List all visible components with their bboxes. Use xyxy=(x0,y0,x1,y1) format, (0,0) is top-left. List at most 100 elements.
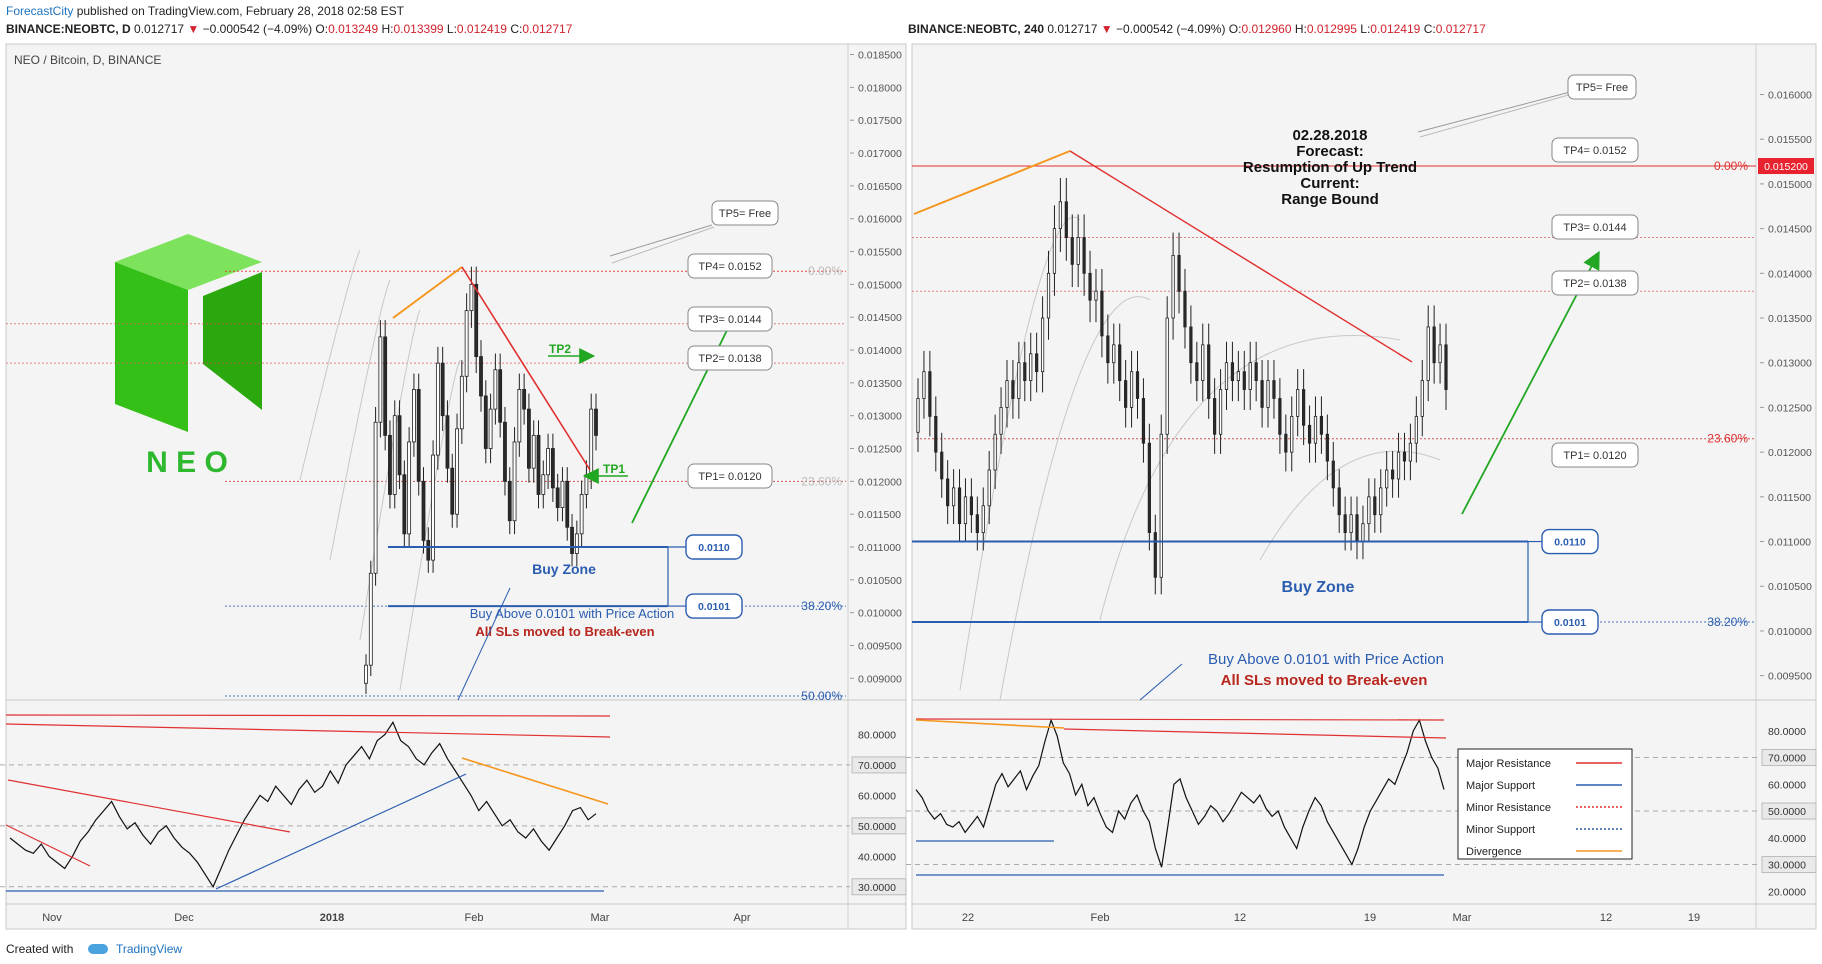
candle-body xyxy=(1058,201,1062,230)
o-label: O: xyxy=(315,22,329,36)
bollinger-band xyxy=(299,249,361,481)
candle-body xyxy=(963,496,968,525)
y-tick-label: 0.013500 xyxy=(858,378,902,390)
y-tick-label: 0.011500 xyxy=(858,509,901,521)
candle-body xyxy=(1343,514,1347,533)
tradingview-brand[interactable]: TradingView xyxy=(116,942,183,956)
x-tick-label: 19 xyxy=(1364,912,1376,924)
note-break-even: All SLs moved to Break-even xyxy=(1221,672,1428,689)
x-tick-label: 12 xyxy=(1600,912,1612,924)
h-label: H: xyxy=(381,22,394,36)
rsi-support xyxy=(215,773,467,890)
candle-body xyxy=(1284,433,1288,453)
candle-body xyxy=(445,415,450,469)
neo-logo-text: N E O xyxy=(146,446,228,479)
x-tick-label: Feb xyxy=(1091,912,1110,924)
candle-body xyxy=(957,487,962,525)
divergence-line xyxy=(392,266,463,319)
y-tick-label: 0.013000 xyxy=(1768,358,1812,370)
x-tick-label: 19 xyxy=(1688,912,1700,924)
y-tick-label: 0.013500 xyxy=(1768,313,1812,325)
candle-body xyxy=(512,441,517,522)
created-with: Created with xyxy=(6,942,74,956)
x-tick-label: 2018 xyxy=(320,912,344,924)
candle-body xyxy=(1165,317,1169,435)
x-tick-label: Dec xyxy=(174,912,194,924)
y-tick-label: 0.014500 xyxy=(858,312,902,324)
candle-body xyxy=(474,283,479,357)
fib-label: 23.60% xyxy=(1707,432,1748,446)
y-tick-label: 0.010000 xyxy=(858,608,902,620)
target-box xyxy=(711,200,779,226)
x-tick-label: Nov xyxy=(42,912,62,924)
right-rsi: 80.0000 70.0000 60.0000 50.0000 40.0000 30.00… xyxy=(906,718,1817,898)
target-arrow xyxy=(1461,250,1600,515)
fib-label: 0.00% xyxy=(808,264,842,278)
zone-price-box xyxy=(1541,609,1599,635)
author-link[interactable]: ForecastCity xyxy=(6,4,74,18)
rsi-tick-bg xyxy=(851,756,907,774)
rsi-tick-label: 30.0000 xyxy=(858,882,896,894)
candle-body xyxy=(1023,362,1027,381)
right-close: 0.012717 xyxy=(1435,22,1486,36)
candle-body xyxy=(469,283,474,312)
zone-price-box xyxy=(685,534,743,560)
tradingview-cloud-icon xyxy=(88,944,108,954)
candle-body xyxy=(1207,344,1211,399)
c-label: C: xyxy=(510,22,523,36)
note-buy-above: Buy Above 0.0101 with Price Action xyxy=(470,606,675,621)
candle-body xyxy=(1254,362,1258,381)
candle-body xyxy=(1278,398,1282,435)
left-last: 0.012717 xyxy=(134,22,185,36)
rsi-tick-bg xyxy=(851,817,907,835)
candle-body xyxy=(555,487,560,508)
candle-body xyxy=(1391,469,1395,480)
rsi-tick-label: 80.0000 xyxy=(858,729,896,741)
candle-body xyxy=(1189,326,1193,364)
bollinger-band xyxy=(999,296,1151,701)
candle-body xyxy=(1159,433,1163,578)
candle-body xyxy=(455,428,459,515)
candle-body xyxy=(440,362,445,417)
candle-body xyxy=(1112,344,1116,364)
fib-label: 38.20% xyxy=(1707,615,1748,629)
right-annotations: 0.0110 0.0101 Buy Zone Buy Above 0.0101 wit… xyxy=(912,74,1639,701)
down-triangle-icon: ▼ xyxy=(1100,22,1113,36)
candle-body xyxy=(459,375,464,430)
tp1-mark: TP1 xyxy=(603,462,625,476)
legend-label: Divergence xyxy=(1466,846,1522,858)
x-tick-label: Feb xyxy=(465,912,484,924)
right-symbol: BINANCE:NEOBTC, 240 xyxy=(908,22,1045,36)
candle-body xyxy=(1118,344,1122,381)
buy-zone-label: Buy Zone xyxy=(1282,579,1355,596)
legend-label: Major Support xyxy=(1466,780,1535,792)
chart-canvas[interactable]: NEO / Bitcoin, D, BINANCE N E O 0.018500… xyxy=(0,0,1822,934)
y-tick-label: 0.016500 xyxy=(858,181,902,193)
candle-body xyxy=(1046,272,1051,319)
candle-body xyxy=(368,572,373,666)
legend-box xyxy=(1457,748,1633,860)
rsi-resistance xyxy=(1063,728,1447,739)
resistance-trendline xyxy=(1069,150,1413,363)
candle-body xyxy=(1325,433,1329,462)
left-high: 0.013399 xyxy=(393,22,444,36)
candle-body xyxy=(922,371,926,399)
candle-body xyxy=(1124,380,1128,408)
legend: Major Resistance Major Support Minor Resis… xyxy=(1457,748,1633,860)
candle-body xyxy=(517,389,522,443)
rsi-tick-label: 40.0000 xyxy=(858,851,896,863)
candle-body xyxy=(570,526,574,554)
candle-body xyxy=(1337,487,1341,516)
target-label: TP2= 0.0138 xyxy=(1563,278,1626,290)
rsi-tick-label: 50.0000 xyxy=(858,821,896,833)
candle-body xyxy=(1355,514,1359,542)
candle-body xyxy=(1141,398,1146,444)
zone-price-label: 0.0101 xyxy=(698,601,730,613)
x-tick-label: Apr xyxy=(733,912,750,924)
h-label: H: xyxy=(1294,22,1307,36)
target-label: TP4= 0.0152 xyxy=(698,261,761,273)
bollinger-band xyxy=(1259,450,1441,561)
fib-label: 38.20% xyxy=(801,599,842,613)
candle-body xyxy=(1331,460,1335,489)
l-label: L: xyxy=(1360,22,1371,36)
